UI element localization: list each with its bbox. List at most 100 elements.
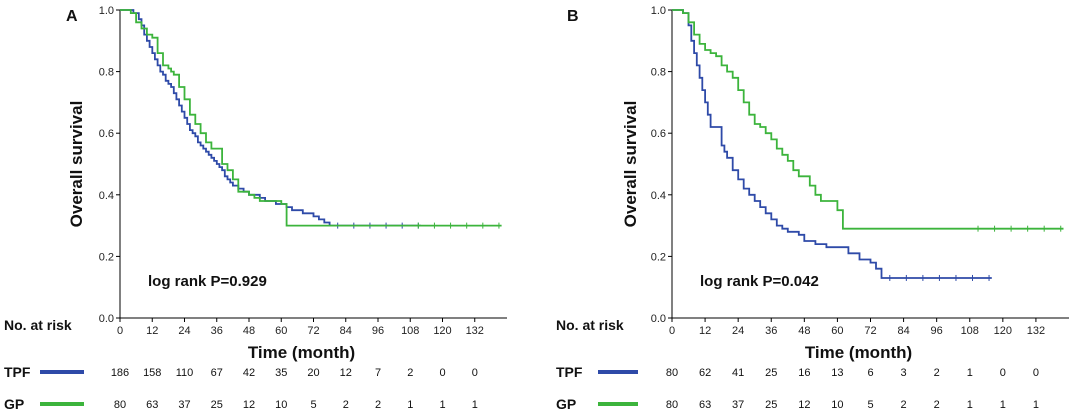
risk-count: 7	[375, 367, 381, 379]
risk-count: 12	[798, 399, 810, 411]
risk-count: 0	[472, 367, 478, 379]
series-line-gp	[120, 9, 502, 227]
risk-count: 63	[699, 399, 711, 411]
y-tick-label: 0.8	[651, 67, 666, 79]
risk-table-title: No. at risk	[4, 317, 72, 333]
risk-count: 37	[178, 399, 190, 411]
risk-count: 3	[901, 367, 907, 379]
risk-count: 12	[340, 367, 352, 379]
x-tick-label: 120	[433, 325, 451, 337]
risk-group-label: GP	[556, 396, 576, 412]
series-line-tpf	[120, 9, 421, 227]
panel-letter: A	[66, 8, 78, 25]
risk-count: 35	[275, 367, 287, 379]
risk-group-label: TPF	[4, 364, 31, 380]
risk-count: 2	[901, 399, 907, 411]
x-tick-label: 24	[178, 325, 190, 337]
log-rank-annotation: log rank P=0.042	[700, 273, 819, 290]
risk-count: 25	[211, 399, 223, 411]
risk-count: 0	[439, 367, 445, 379]
x-tick-label: 36	[765, 325, 777, 337]
risk-count: 158	[143, 367, 161, 379]
risk-count: 80	[114, 399, 126, 411]
risk-count: 67	[211, 367, 223, 379]
x-axis-label: Time (month)	[248, 343, 355, 362]
risk-count: 2	[343, 399, 349, 411]
panel-a: A0.00.20.40.60.81.00 12 24 36 48 60 72 84 96 108 1…	[4, 5, 507, 412]
risk-count: 41	[732, 367, 744, 379]
risk-count: 1	[472, 399, 478, 411]
risk-count: 2	[375, 399, 381, 411]
risk-count: 42	[243, 367, 255, 379]
y-tick-label: 0.4	[651, 190, 666, 202]
x-tick-label: 36	[211, 325, 223, 337]
x-tick-label: 108	[401, 325, 419, 337]
x-tick-label: 132	[466, 325, 484, 337]
y-axis-label: Overall survival	[67, 101, 86, 228]
x-tick-label: 12	[146, 325, 158, 337]
risk-count: 2	[934, 399, 940, 411]
x-tick-label: 60	[831, 325, 843, 337]
y-tick-label: 0.2	[99, 251, 114, 263]
x-tick-label: 72	[307, 325, 319, 337]
x-tick-label: 0	[669, 325, 675, 337]
x-axis-label: Time (month)	[805, 343, 912, 362]
risk-count: 37	[732, 399, 744, 411]
risk-group-label: TPF	[556, 364, 583, 380]
series-line-tpf	[672, 9, 992, 279]
risk-count: 25	[765, 399, 777, 411]
x-tick-label: 12	[699, 325, 711, 337]
risk-count: 0	[1033, 367, 1039, 379]
x-tick-label: 132	[1027, 325, 1045, 337]
y-tick-label: 0.4	[99, 190, 114, 202]
risk-group-label: GP	[4, 396, 24, 412]
y-tick-label: 0.0	[651, 313, 666, 325]
risk-count: 80	[666, 399, 678, 411]
risk-count: 6	[867, 367, 873, 379]
x-tick-label: 0	[117, 325, 123, 337]
risk-count: 62	[699, 367, 711, 379]
x-tick-label: 48	[798, 325, 810, 337]
x-tick-label: 60	[275, 325, 287, 337]
panel-letter: B	[567, 8, 579, 25]
y-axis-label: Overall survival	[621, 101, 640, 228]
y-tick-label: 0.0	[99, 313, 114, 325]
log-rank-annotation: log rank P=0.929	[148, 273, 267, 290]
risk-count: 10	[831, 399, 843, 411]
x-tick-label: 24	[732, 325, 744, 337]
x-tick-label: 84	[340, 325, 352, 337]
risk-count: 20	[307, 367, 319, 379]
risk-count: 2	[407, 367, 413, 379]
risk-count: 12	[243, 399, 255, 411]
risk-count: 63	[146, 399, 158, 411]
risk-count: 1	[967, 399, 973, 411]
x-tick-label: 72	[864, 325, 876, 337]
risk-count: 1	[1033, 399, 1039, 411]
y-tick-label: 1.0	[99, 5, 114, 17]
risk-count: 0	[1000, 367, 1006, 379]
x-tick-label: 48	[243, 325, 255, 337]
risk-count: 5	[867, 399, 873, 411]
x-tick-label: 108	[961, 325, 979, 337]
risk-count: 1	[439, 399, 445, 411]
risk-count: 1	[1000, 399, 1006, 411]
risk-count: 186	[111, 367, 129, 379]
risk-count: 25	[765, 367, 777, 379]
risk-count: 10	[275, 399, 287, 411]
y-tick-label: 1.0	[651, 5, 666, 17]
risk-table-title: No. at risk	[556, 317, 624, 333]
risk-count: 5	[310, 399, 316, 411]
risk-count: 1	[967, 367, 973, 379]
y-tick-label: 0.2	[651, 251, 666, 263]
x-tick-label: 84	[897, 325, 909, 337]
y-tick-label: 0.6	[99, 128, 114, 140]
x-tick-label: 96	[931, 325, 943, 337]
y-tick-label: 0.6	[651, 128, 666, 140]
risk-count: 2	[934, 367, 940, 379]
panel-b: B0.00.20.40.60.81.00 12 24 36 48 60 72 84 96 108 1…	[556, 5, 1069, 412]
risk-count: 1	[407, 399, 413, 411]
risk-count: 110	[176, 367, 194, 379]
risk-count: 13	[831, 367, 843, 379]
risk-count: 80	[666, 367, 678, 379]
